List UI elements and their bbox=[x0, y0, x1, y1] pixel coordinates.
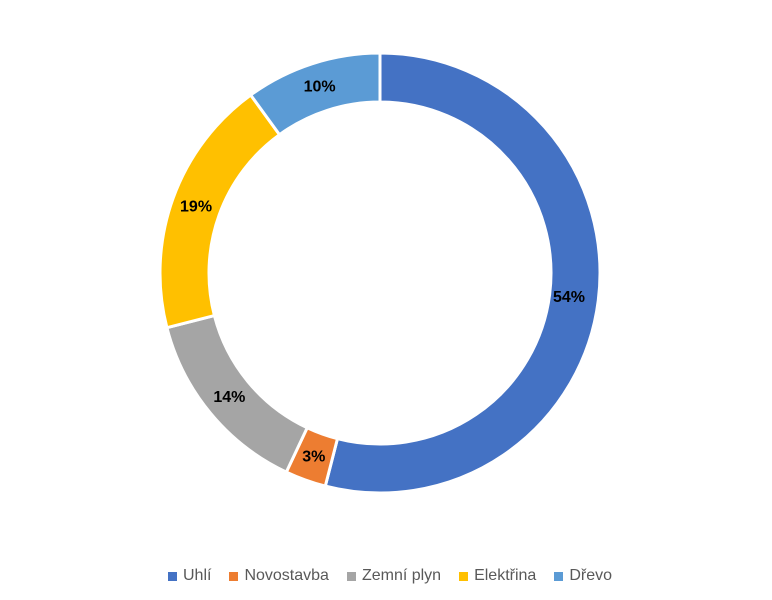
slices-group bbox=[158, 51, 602, 495]
legend-swatch-3 bbox=[346, 571, 356, 581]
legend: Uhlí Novostavba Zemní plyn Elektřina Dřevo bbox=[0, 564, 772, 588]
legend-swatch-4 bbox=[459, 571, 469, 581]
legend-label-5: Dřevo bbox=[569, 567, 613, 584]
legend-label-1: Uhlí bbox=[182, 567, 212, 584]
legend-label-2: Novostavba bbox=[244, 567, 329, 584]
data-label-3: 14% bbox=[213, 389, 245, 406]
legend-swatch-5 bbox=[554, 571, 564, 581]
data-label-1: 54% bbox=[553, 289, 585, 306]
data-label-5: 10% bbox=[304, 79, 336, 96]
slice-4 bbox=[158, 92, 282, 330]
legend-item-1: Uhlí bbox=[167, 567, 212, 585]
slice-5 bbox=[248, 51, 382, 137]
data-label-4: 19% bbox=[180, 198, 212, 215]
legend-swatch-2 bbox=[229, 571, 239, 581]
legend-label-4: Elektřina bbox=[474, 567, 537, 584]
legend-item-3: Zemní plyn bbox=[346, 567, 442, 585]
slice-1 bbox=[323, 51, 602, 495]
legend-item-2: Novostavba bbox=[229, 567, 329, 585]
legend-item-4: Elektřina bbox=[459, 567, 536, 585]
legend-label-3: Zemní plyn bbox=[361, 567, 442, 584]
legend-item-5: Dřevo bbox=[554, 567, 612, 585]
data-label-2: 3% bbox=[302, 448, 325, 465]
legend-swatch-1 bbox=[167, 571, 177, 581]
labels-group: 54% 3% 14% 19% 10% bbox=[180, 79, 585, 466]
